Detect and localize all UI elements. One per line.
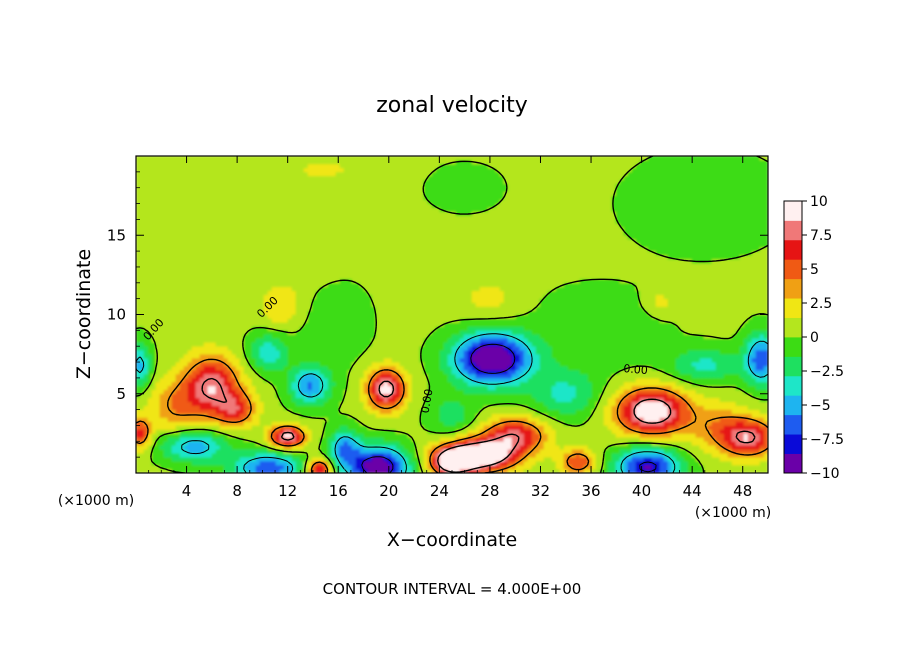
colorbar-swatch <box>784 239 802 260</box>
x-tick-label: 16 <box>329 482 348 500</box>
colorbar-swatch <box>784 356 802 377</box>
x-tick-label: 28 <box>480 482 499 500</box>
contour-interval-label: CONTOUR INTERVAL = 4.000E+00 <box>323 580 582 598</box>
colorbar-tick-label: 10 <box>810 194 828 210</box>
colorbar-swatch <box>784 317 802 338</box>
colorbar-tick-label: 2.5 <box>810 296 832 312</box>
colorbar-swatch <box>784 434 802 454</box>
colorbar-tick-label: −2.5 <box>810 364 844 380</box>
chart-title: zonal velocity <box>376 93 528 118</box>
y-tick-label: 10 <box>107 306 126 324</box>
x-tick-label: 12 <box>278 482 297 500</box>
x-tick-label: 36 <box>581 482 600 500</box>
x-tick-label: 40 <box>632 482 651 500</box>
colorbar-swatch <box>784 259 802 280</box>
y-tick-label: 15 <box>107 226 126 244</box>
colorbar-swatch <box>784 414 802 435</box>
colorbar-swatch <box>784 220 802 241</box>
x-tick-label: 8 <box>232 482 242 500</box>
contour-line--4 <box>136 333 768 473</box>
colorbar-swatch <box>784 298 802 318</box>
x-unit-label-right: (×1000 m) <box>695 505 771 521</box>
x-tick-label: 48 <box>733 482 752 500</box>
x-unit-label-left: (×1000 m) <box>58 493 134 509</box>
x-axis: 4 8 12 16 20 24 28 32 36 40 44 48 <box>148 156 756 500</box>
colorbar-swatch <box>784 375 802 396</box>
colorbar-tick-label: −10 <box>810 466 840 482</box>
colorbar-swatch <box>784 278 802 299</box>
y-tick-label: 5 <box>116 385 126 403</box>
x-tick-label: 44 <box>683 482 702 500</box>
x-tick-label: 20 <box>379 482 398 500</box>
contour-label-3: 0.00 <box>623 362 649 377</box>
contour-line-8 <box>201 377 756 473</box>
colorbar-swatch <box>784 395 802 416</box>
x-tick-label: 32 <box>531 482 550 500</box>
colorbar-swatch <box>784 337 802 357</box>
contour-label-2: 0.00 <box>419 388 436 414</box>
x-tick-label: 24 <box>430 482 449 500</box>
colorbar-swatch <box>784 453 802 474</box>
colorbar-tick-label: −7.5 <box>810 432 844 448</box>
colorbar-tick-label: 5 <box>810 262 819 278</box>
colorbar-tick-label: 7.5 <box>810 228 832 244</box>
y-axis: 5 10 15 <box>107 171 768 458</box>
velocity-field <box>136 156 768 473</box>
contour-line-0 <box>136 156 768 473</box>
x-tick-label: 4 <box>182 482 192 500</box>
colorbar-swatch <box>784 201 802 221</box>
colorbar-tick-label: −5 <box>810 398 831 414</box>
colorbar: 10 7.5 5 2.5 0 −2.5 −5 −7.5 −10 <box>783 194 844 482</box>
x-axis-label: X−coordinate <box>387 529 517 551</box>
y-axis-label: Z−coordinate <box>73 249 95 379</box>
colorbar-tick-label: 0 <box>810 330 819 346</box>
contour-lines: 0.000.000.000.00 <box>136 156 768 473</box>
contour-line-4 <box>136 358 768 473</box>
